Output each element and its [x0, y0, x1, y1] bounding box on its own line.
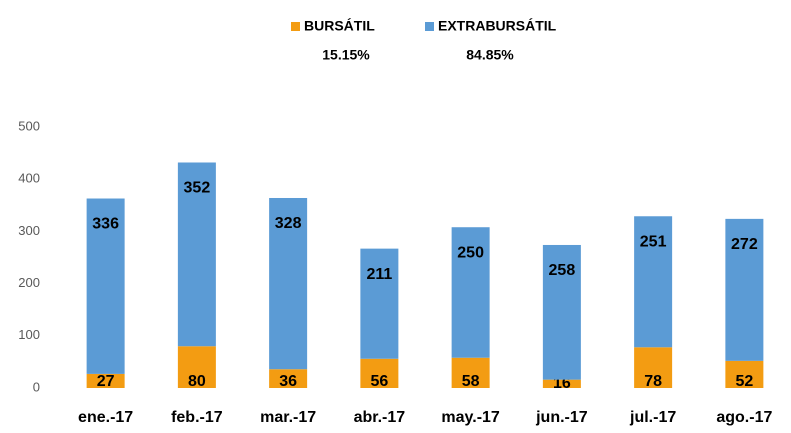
x-tick-label: feb.-17	[171, 409, 223, 426]
data-label: 56	[370, 373, 388, 390]
data-label: 52	[735, 373, 753, 390]
data-label: 352	[184, 180, 211, 197]
legend-share: 84.85%	[466, 47, 514, 63]
legend-share: 15.15%	[322, 47, 370, 63]
data-label: 80	[188, 373, 206, 390]
bar-segment	[177, 162, 216, 347]
bar-segment	[86, 373, 125, 388]
y-tick-label: 200	[18, 275, 40, 290]
x-tick-label: jul.-17	[629, 409, 676, 426]
legend-label: EXTRABURSÁTIL	[438, 18, 557, 34]
data-label: 328	[275, 215, 302, 232]
y-tick-label: 300	[18, 223, 40, 238]
data-label: 27	[97, 373, 115, 390]
data-label: 272	[731, 236, 758, 253]
y-tick-label: 100	[18, 327, 40, 342]
bar-segment	[725, 360, 764, 388]
bar-segment	[86, 198, 125, 374]
data-label: 336	[92, 216, 119, 233]
data-label: 258	[549, 262, 576, 279]
x-tick-label: mar.-17	[260, 409, 316, 426]
x-tick-label: abr.-17	[354, 409, 406, 426]
y-tick-label: 400	[18, 171, 40, 186]
bar-segment	[360, 248, 399, 359]
bar-segment	[360, 358, 399, 388]
x-tick-label: ago.-17	[716, 409, 772, 426]
bar-segment	[451, 357, 490, 388]
bar-segment	[451, 227, 490, 358]
bar-segment	[725, 218, 764, 361]
data-label: 36	[279, 373, 297, 390]
data-label: 211	[366, 266, 392, 283]
bar-segment	[542, 379, 581, 388]
data-label: 250	[457, 244, 484, 261]
x-tick-label: jun.-17	[535, 409, 588, 426]
x-tick-label: ene.-17	[78, 409, 133, 426]
bar-segment	[177, 346, 216, 388]
y-tick-label: 0	[33, 379, 40, 394]
legend-swatch	[291, 22, 300, 31]
bar-segment	[269, 369, 308, 388]
bar-segment	[542, 244, 581, 380]
legend-swatch	[425, 22, 434, 31]
data-label: 78	[644, 373, 662, 390]
x-tick-label: may.-17	[441, 409, 500, 426]
bar-segment	[634, 216, 673, 348]
y-tick-label: 500	[18, 118, 40, 133]
data-label: 58	[462, 373, 480, 390]
bar-segment	[634, 347, 673, 388]
legend-label: BURSÁTIL	[304, 18, 375, 34]
bar-segment	[269, 197, 308, 370]
data-label: 251	[640, 233, 667, 250]
